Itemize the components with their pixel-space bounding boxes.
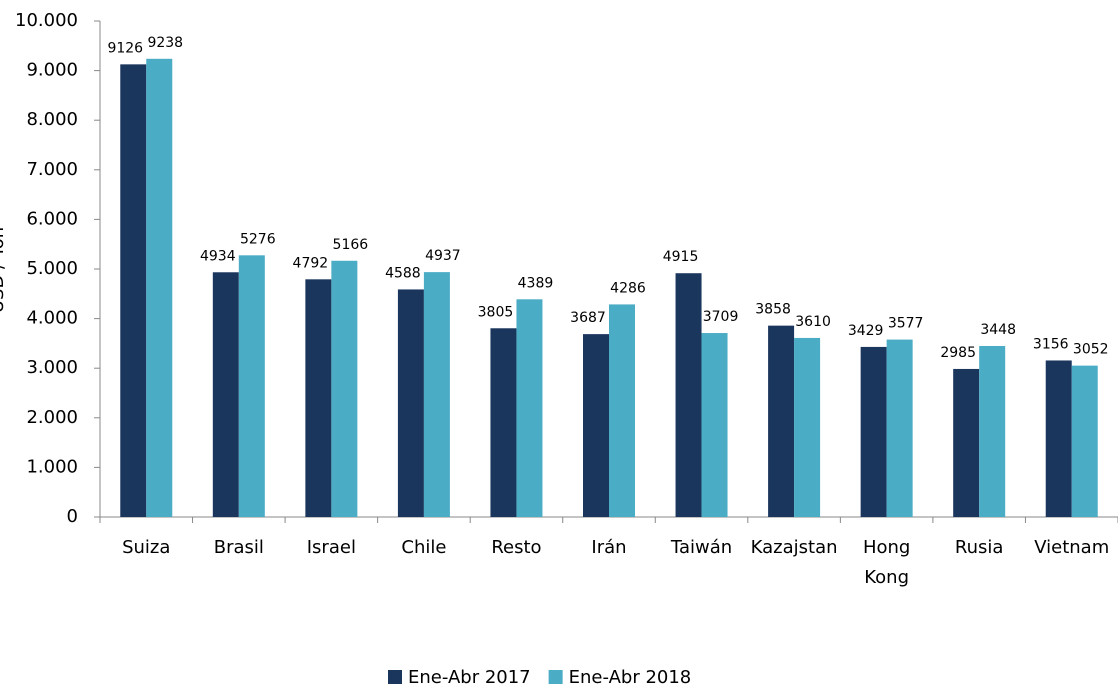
value-label: 9238 [147, 35, 183, 51]
legend-swatch [388, 670, 402, 684]
y-tick-label: 4.000 [26, 308, 78, 329]
x-tick-label: Vietnam [1034, 537, 1109, 558]
bar [1071, 365, 1098, 517]
value-label: 3052 [1073, 342, 1109, 358]
bar [886, 339, 913, 517]
bar [305, 279, 332, 517]
x-tick-label: Kazajstan [751, 537, 838, 558]
bar [516, 299, 543, 517]
bar [583, 334, 609, 517]
y-tick-label: 9.000 [26, 60, 78, 81]
value-label: 3577 [888, 316, 924, 332]
value-label: 3156 [1033, 336, 1069, 352]
x-tick-label: Resto [491, 537, 541, 558]
bar [860, 346, 887, 517]
bar [146, 58, 173, 518]
x-tick-label: Taiwán [670, 537, 732, 558]
y-tick-label: 5.000 [26, 258, 78, 279]
bar [238, 255, 265, 517]
y-tick-label: 7.000 [26, 159, 78, 180]
y-tick-label: 6.000 [26, 208, 78, 229]
y-tick-label: 2.000 [26, 407, 78, 428]
value-label: 4588 [385, 265, 421, 281]
bar [120, 64, 147, 517]
bar [490, 328, 517, 517]
legend-label: Ene-Abr 2018 [569, 667, 692, 688]
value-label: 9126 [107, 40, 143, 56]
value-label: 4937 [425, 248, 461, 264]
value-label: 4934 [200, 248, 236, 264]
x-tick-label: Israel [307, 537, 356, 558]
x-tick-label: Rusia [955, 537, 1004, 558]
value-label: 4792 [293, 255, 329, 271]
value-label: 3709 [703, 309, 739, 325]
value-label: 3805 [478, 304, 514, 320]
value-label: 3448 [980, 322, 1016, 338]
value-label: 4286 [610, 280, 646, 296]
bar [609, 304, 635, 517]
y-tick-label: 0 [67, 506, 78, 527]
bar [423, 272, 450, 517]
bar [397, 289, 424, 517]
x-tick-label: Chile [401, 537, 446, 558]
value-label: 4915 [663, 249, 699, 265]
value-label: 4389 [518, 275, 554, 291]
y-tick-label: 3.000 [26, 357, 78, 378]
x-tick-label: Hong Kong [863, 537, 910, 588]
value-label: 5276 [240, 231, 276, 247]
bar [1045, 360, 1072, 517]
value-label: 3687 [570, 310, 606, 326]
bar [794, 337, 821, 517]
bar [331, 260, 358, 517]
value-label: 3429 [848, 323, 884, 339]
y-tick-label: 1.000 [26, 456, 78, 477]
y-tick-label: 8.000 [26, 109, 78, 130]
x-tick-label: Suiza [122, 537, 170, 558]
y-axis-label: USD / Ton [0, 227, 8, 313]
bar [979, 345, 1006, 517]
bar [768, 325, 795, 517]
value-label: 2985 [940, 345, 976, 361]
bar [212, 272, 239, 517]
bar [953, 368, 980, 517]
x-tick-label: Brasil [214, 537, 264, 558]
legend-swatch [548, 670, 563, 684]
legend-label: Ene-Abr 2017 [408, 667, 531, 688]
x-tick-label: Irán [591, 537, 626, 558]
value-label: 3610 [795, 314, 831, 330]
bar [675, 273, 702, 517]
bar [701, 333, 728, 517]
value-label: 5166 [333, 237, 369, 253]
value-label: 3858 [755, 302, 791, 318]
y-tick-label: 10.000 [15, 10, 78, 31]
